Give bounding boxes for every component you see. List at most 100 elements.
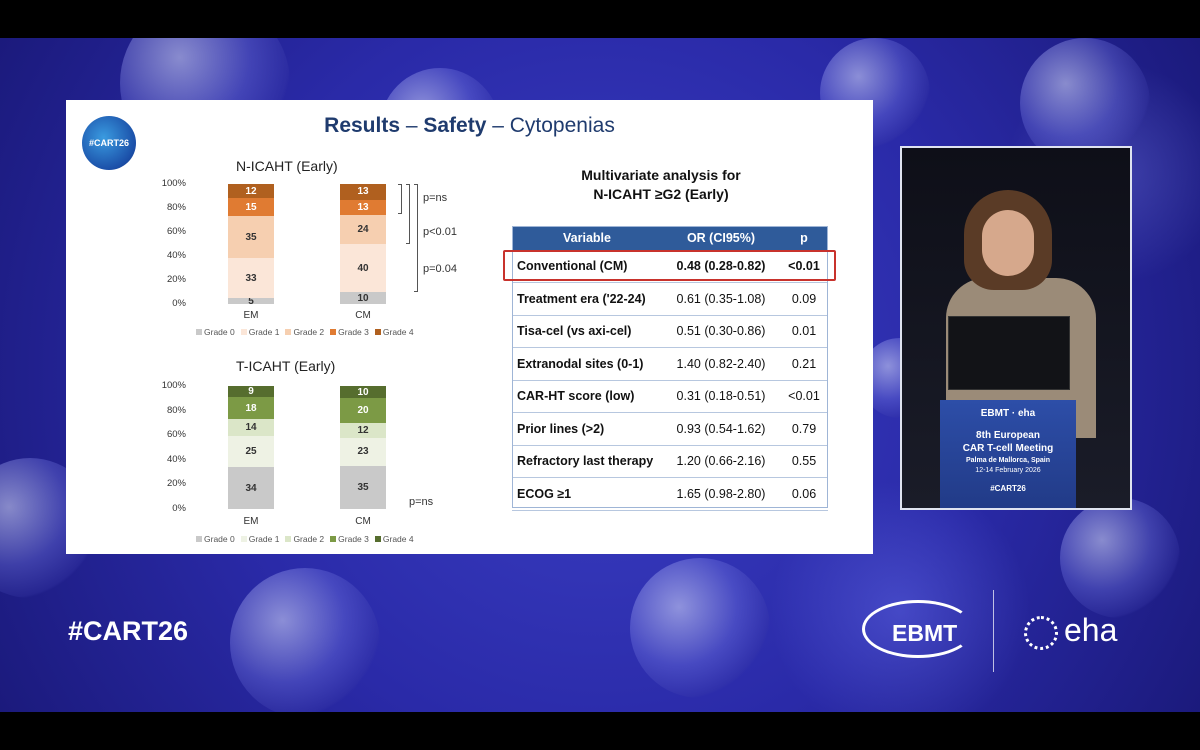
p-value-label: p=ns — [409, 496, 434, 508]
legend-swatch — [374, 329, 381, 335]
significance-bracket — [398, 184, 402, 214]
bar-segment: 35 — [228, 216, 274, 259]
bar-segment: 35 — [340, 465, 386, 509]
legend-item: Grade 2 — [285, 534, 324, 544]
legend-item: Grade 1 — [240, 534, 280, 544]
podium: EBMT · eha 8th European CAR T-cell Meeti… — [940, 400, 1076, 508]
logo-divider — [993, 590, 994, 672]
legend-item: Grade 0 — [196, 534, 235, 544]
table-row: Tisa-cel (vs axi-cel) 0.51 (0.30-0.86) 0.0… — [512, 315, 828, 348]
bar-segment: 25 — [228, 436, 274, 468]
cell-decoration — [630, 558, 770, 698]
highlight-box — [503, 250, 836, 281]
table-cell-or: 0.93 (0.54-1.62) — [662, 412, 780, 446]
table-cell-p: 0.09 — [780, 282, 828, 316]
table-row: Treatment era ('22-24) 0.61 (0.35-1.08) 0.… — [512, 282, 828, 316]
legend-label: Grade 1 — [248, 534, 280, 544]
x-category-label: CM — [355, 516, 371, 527]
chart-title: T-ICAHT (Early) — [236, 358, 336, 374]
table-cell-or: 1.40 (0.82-2.40) — [662, 347, 780, 381]
cell-decoration — [1060, 498, 1180, 618]
legend-label: Grade 0 — [204, 534, 235, 544]
bar-segment: 23 — [340, 437, 386, 466]
presentation-slide: #CART26 Results – Safety – Cytopenias N-… — [66, 100, 873, 554]
table-row: CAR-HT score (low) 0.31 (0.18-0.51) <0.01 — [512, 380, 828, 413]
table-cell-or: 0.61 (0.35-1.08) — [662, 282, 780, 316]
legend-item: Grade 4 — [374, 534, 414, 544]
bar-segment: 5 — [228, 296, 274, 307]
table-cell-or: 1.65 (0.98-2.80) — [662, 477, 780, 511]
cart26-logo: #CART26 — [82, 116, 136, 170]
bar-segment: 12 — [228, 184, 274, 199]
legend-label: Grade 2 — [293, 327, 325, 337]
table-row: ECOG ≥1 1.65 (0.98-2.80) 0.06 — [512, 477, 828, 511]
table-row: Prior lines (>2) 0.93 (0.54-1.62) 0.79 — [512, 412, 828, 446]
table-cell-p: <0.01 — [780, 250, 828, 283]
eha-logo-text: eha — [1064, 612, 1118, 648]
chart-title: N-ICAHT (Early) — [236, 158, 338, 174]
y-tick-label: 80% — [166, 202, 186, 213]
stacked-bar: 10 40 24 13 13 — [340, 184, 386, 304]
bar-segment: 13 — [340, 184, 386, 200]
table-cell-variable: ECOG ≥1 — [512, 477, 662, 511]
y-tick-label: 20% — [166, 274, 186, 285]
bar-segment: 10 — [340, 292, 386, 304]
bar-segment: 33 — [228, 258, 274, 298]
y-tick-label: 0% — [172, 503, 186, 514]
cell-decoration — [230, 568, 380, 712]
bar-segment: 40 — [340, 244, 386, 292]
legend-swatch — [196, 329, 202, 335]
table-cell-p: 0.01 — [780, 315, 828, 348]
bar-segment: 20 — [340, 398, 386, 423]
stacked-bar: 5 33 35 15 12 — [228, 184, 274, 307]
significance-bracket — [414, 184, 418, 292]
table-cell-p: 0.55 — [780, 445, 828, 478]
legend-label: Grade 2 — [293, 534, 325, 544]
legend-label: Grade 0 — [204, 327, 235, 337]
header-p: p — [780, 226, 828, 250]
stacked-bar: 34 25 14 18 9 — [228, 386, 274, 509]
bar-segment: 34 — [228, 467, 274, 509]
y-tick-label: 0% — [172, 298, 186, 309]
legend-item: Grade 4 — [374, 327, 414, 337]
table-cell-or: 0.51 (0.30-0.86) — [662, 315, 780, 348]
table-cell-p: 0.79 — [780, 412, 828, 446]
table-cell-p: <0.01 — [780, 380, 828, 413]
header-variable: Variable — [512, 226, 662, 250]
table-cell-or: 0.31 (0.18-0.51) — [662, 380, 780, 413]
table-cell-variable: CAR-HT score (low) — [512, 380, 662, 413]
letterbox-top — [0, 0, 1200, 38]
bar-segment: 12 — [340, 422, 386, 438]
stacked-bar: 35 23 12 20 10 — [340, 386, 386, 509]
p-value-label: p=0.04 — [423, 263, 457, 275]
table-row: Conventional (CM) 0.48 (0.28-0.82) <0.01 — [512, 250, 828, 283]
footer-hashtag: #CART26 — [68, 616, 189, 646]
y-tick-label: 100% — [161, 380, 186, 391]
y-tick-label: 60% — [166, 226, 186, 237]
y-tick-label: 100% — [161, 178, 186, 189]
header-or: OR (CI95%) — [662, 226, 780, 250]
table-cell-variable: Tisa-cel (vs axi-cel) — [512, 315, 662, 348]
table-cell-or: 0.48 (0.28-0.82) — [662, 250, 780, 283]
legend-label: Grade 4 — [382, 327, 414, 337]
eha-logo-icon — [1024, 616, 1058, 650]
laptop — [948, 316, 1070, 390]
multivariate-table: Variable OR (CI95%) p Conventional (CM) 0… — [512, 226, 828, 511]
legend-swatch — [330, 329, 337, 335]
legend-item: Grade 1 — [240, 327, 280, 337]
legend-label: Grade 1 — [248, 327, 280, 337]
bar-segment: 24 — [340, 215, 386, 244]
legend-label: Grade 3 — [338, 327, 369, 337]
bar-segment: 13 — [340, 199, 386, 216]
bar-segment: 10 — [340, 386, 386, 399]
table-header-row: Variable OR (CI95%) p — [512, 226, 828, 250]
legend-swatch — [240, 329, 247, 335]
legend-swatch — [196, 536, 202, 542]
legend-label: Grade 3 — [338, 534, 369, 544]
y-tick-label: 60% — [166, 429, 186, 441]
chart-legend: Grade 0 Grade 1 Grade 2 Grade 3 Grade 4 — [196, 534, 414, 544]
multivariate-title: Multivariate analysis for N-ICAHT ≥G2 (E… — [581, 167, 741, 202]
legend-swatch — [285, 329, 292, 335]
table-cell-p: 0.06 — [780, 477, 828, 511]
legend-label: Grade 4 — [382, 534, 414, 544]
